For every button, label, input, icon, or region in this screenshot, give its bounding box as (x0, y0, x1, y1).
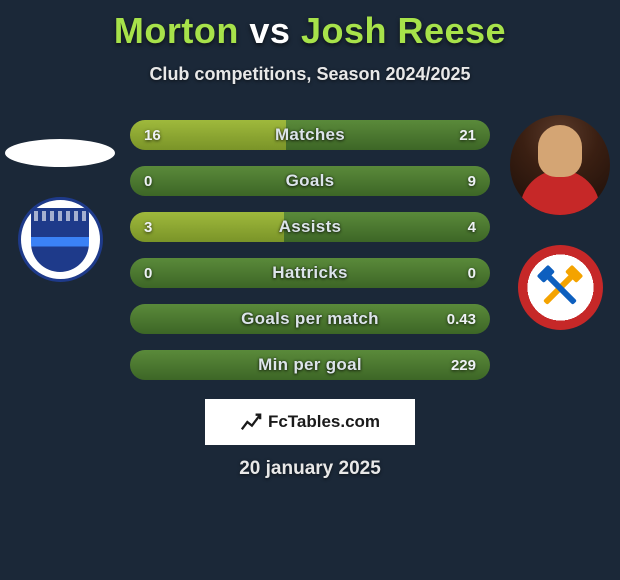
title-left: Morton (114, 10, 239, 51)
stat-value-right: 9 (454, 166, 490, 196)
player-right-avatar (510, 115, 610, 215)
right-player-column (500, 100, 620, 330)
stat-label: Goals (130, 166, 490, 196)
comparison-content: 16Matches210Goals93Assists40Hattricks0Go… (0, 100, 620, 396)
stats-bars: 16Matches210Goals93Assists40Hattricks0Go… (120, 100, 500, 396)
stat-label: Matches (130, 120, 490, 150)
player-right-club-badge (518, 245, 603, 330)
stat-value-right: 229 (437, 350, 490, 380)
stat-row: Goals per match0.43 (130, 304, 490, 334)
stat-value-right: 21 (445, 120, 490, 150)
stat-value-right: 0 (454, 258, 490, 288)
stat-value-right: 0.43 (433, 304, 490, 334)
subtitle: Club competitions, Season 2024/2025 (0, 64, 620, 85)
brand-logo: FcTables.com (205, 399, 415, 445)
page-title: Morton vs Josh Reese (0, 0, 620, 52)
player-left-avatar (5, 139, 115, 167)
shield-icon (31, 208, 89, 272)
stat-row: 3Assists4 (130, 212, 490, 242)
footer-date: 20 january 2025 (0, 458, 620, 480)
stat-row: Min per goal229 (130, 350, 490, 380)
stat-row: 0Hattricks0 (130, 258, 490, 288)
player-left-club-badge (18, 197, 103, 282)
club-crest-icon (535, 263, 585, 313)
chart-up-icon (240, 411, 262, 433)
stat-row: 16Matches21 (130, 120, 490, 150)
title-right: Josh Reese (301, 10, 506, 51)
title-vs: vs (249, 10, 301, 51)
stat-label: Assists (130, 212, 490, 242)
stat-row: 0Goals9 (130, 166, 490, 196)
stat-value-right: 4 (454, 212, 490, 242)
left-player-column (0, 100, 120, 282)
brand-text: FcTables.com (268, 412, 380, 432)
stat-label: Hattricks (130, 258, 490, 288)
